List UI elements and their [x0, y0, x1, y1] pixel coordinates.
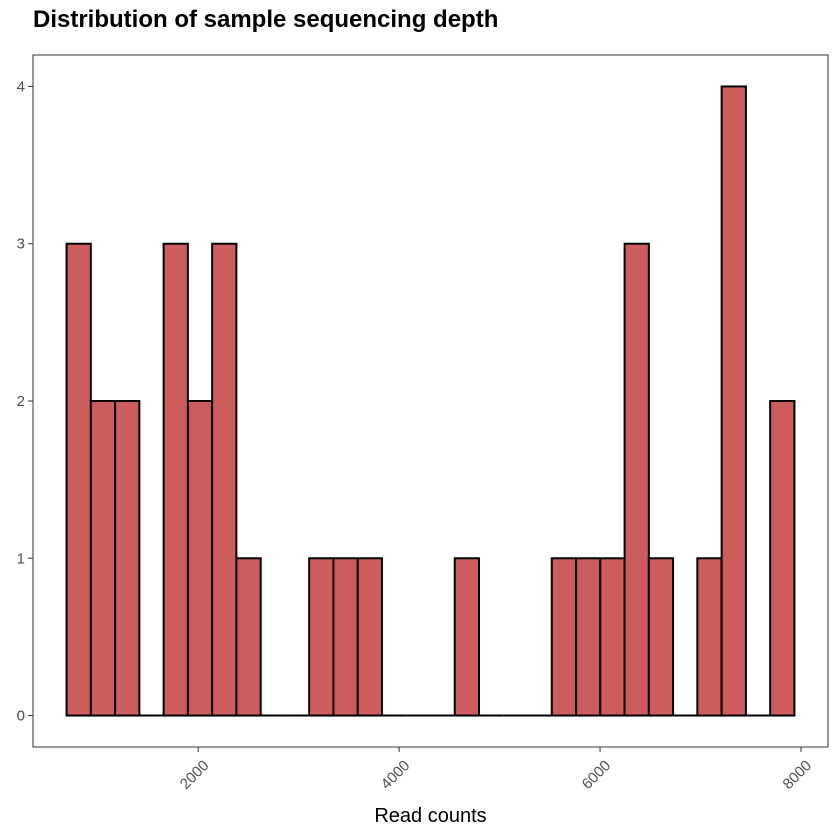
y-axis: 0 1 2 3 4 [17, 78, 33, 725]
y-tick-label: 0 [17, 708, 25, 725]
histogram-bar [453, 557, 480, 717]
histogram-bar [550, 557, 578, 717]
x-tick-label: 4000 [378, 757, 414, 793]
histogram-bar [89, 400, 117, 717]
y-tick-label: 4 [17, 78, 25, 95]
x-tick-label: 2000 [177, 757, 213, 793]
x-axis-title: Read counts [374, 805, 486, 827]
histogram-bar [769, 400, 796, 717]
x-tick-label: 8000 [780, 757, 816, 793]
histogram-bar [720, 85, 747, 717]
histogram-bar [696, 557, 723, 717]
y-tick-label: 2 [17, 393, 25, 410]
histogram-bar [623, 242, 650, 717]
histogram-bar [114, 400, 141, 717]
histogram-bar [332, 557, 359, 717]
histogram-bar [186, 400, 214, 717]
bars-layer [65, 85, 796, 717]
histogram-bar [235, 557, 262, 717]
x-tick-label: 6000 [579, 757, 615, 793]
chart-title: Distribution of sample sequencing depth [33, 6, 499, 33]
histogram-bar [308, 557, 335, 717]
y-tick-label: 1 [17, 550, 25, 567]
histogram-bar [65, 242, 92, 717]
histogram-bar [599, 557, 626, 717]
y-tick-label: 3 [17, 236, 25, 253]
histogram-bar [211, 242, 238, 717]
histogram-bar [162, 242, 189, 717]
histogram-bar [647, 557, 675, 717]
histogram-bar [356, 557, 383, 717]
x-axis: 2000 4000 6000 8000 [177, 747, 815, 793]
histogram-bar [575, 557, 602, 717]
